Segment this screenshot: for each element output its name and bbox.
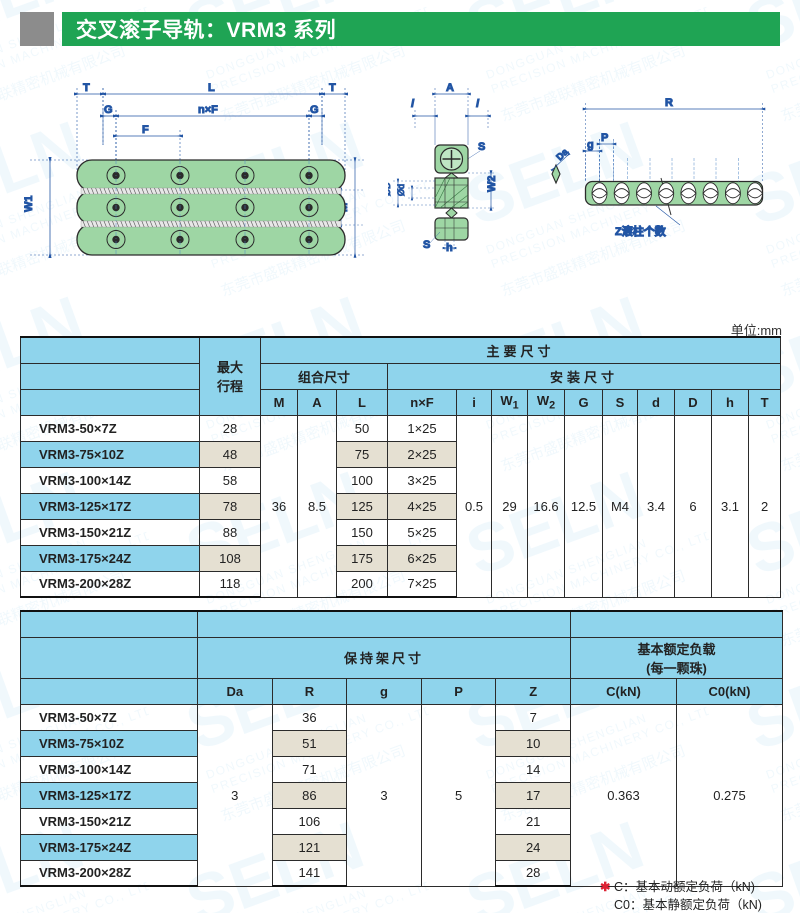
svg-text:DONGGUAN SHENGLIAN: DONGGUAN SHENGLIAN: [0, 886, 89, 913]
svg-text:G: G: [310, 104, 319, 116]
svg-text:A: A: [446, 82, 454, 94]
svg-text:i: i: [476, 98, 480, 110]
svg-text:h: h: [446, 242, 453, 254]
svg-text:东莞市盛联精密机械有限公司: 东莞市盛联精密机械有限公司: [779, 393, 800, 476]
svg-text:Z滚柱个数: Z滚柱个数: [615, 224, 667, 238]
svg-text:T: T: [329, 82, 336, 94]
svg-text:i: i: [411, 98, 415, 110]
svg-text:g: g: [587, 139, 594, 151]
svg-text:W1: W1: [23, 196, 35, 213]
svg-text:T: T: [83, 82, 90, 94]
svg-text:Ød: Ød: [396, 184, 406, 196]
svg-text:DONGGUAN SHENGLIAN: DONGGUAN SHENGLIAN: [204, 886, 369, 913]
svg-text:S: S: [478, 141, 485, 153]
svg-text:ØD: ØD: [388, 182, 392, 196]
svg-text:L: L: [208, 82, 215, 94]
svg-text:W2: W2: [486, 176, 498, 193]
svg-text:G: G: [104, 104, 113, 116]
svg-text:n×F: n×F: [198, 104, 218, 116]
svg-text:Da: Da: [554, 146, 571, 163]
svg-text:S: S: [423, 239, 430, 251]
svg-text:P: P: [601, 132, 608, 144]
svg-text:R: R: [665, 97, 673, 109]
svg-text:F: F: [142, 124, 149, 136]
